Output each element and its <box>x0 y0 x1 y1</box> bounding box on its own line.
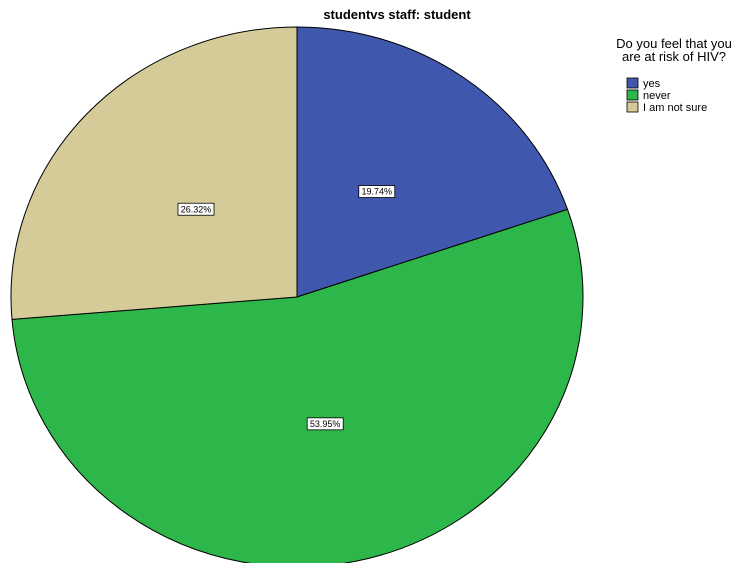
legend-swatch <box>626 77 639 89</box>
pie-slice-i-am-not-sure <box>10 26 298 320</box>
data-label-text: 19.74% <box>362 187 393 197</box>
data-label-yes: 19.74% <box>358 185 396 198</box>
legend-label: never <box>643 90 671 102</box>
data-label-box <box>177 202 215 216</box>
pie-slice-never <box>11 208 584 563</box>
data-label-box <box>358 185 396 198</box>
legend-label: yes <box>643 78 661 90</box>
legend-swatch <box>626 101 639 113</box>
legend-item-yes: yes <box>626 77 661 90</box>
legend-item-never: never <box>626 89 671 102</box>
legend-swatch <box>626 89 639 101</box>
pie-slice-yes <box>296 26 569 298</box>
data-label-text: 26.32% <box>181 204 212 214</box>
chart-title: studentvs staff: student <box>323 7 471 22</box>
legend-title-line-1: Do you feel that you <box>616 36 732 51</box>
data-label-text: 53.95% <box>310 419 341 429</box>
data-label-box <box>306 417 344 431</box>
legend-title-line-2: are at risk of HIV? <box>622 49 726 64</box>
data-label-never: 53.95% <box>306 417 344 431</box>
pie-data-labels: 19.74% 53.95% 26.32% <box>177 185 396 431</box>
pie-slices <box>10 26 584 563</box>
legend-item-i-am-not-sure: I am not sure <box>626 101 707 114</box>
data-label-i-am-not-sure: 26.32% <box>177 202 215 216</box>
legend-label: I am not sure <box>643 102 707 114</box>
